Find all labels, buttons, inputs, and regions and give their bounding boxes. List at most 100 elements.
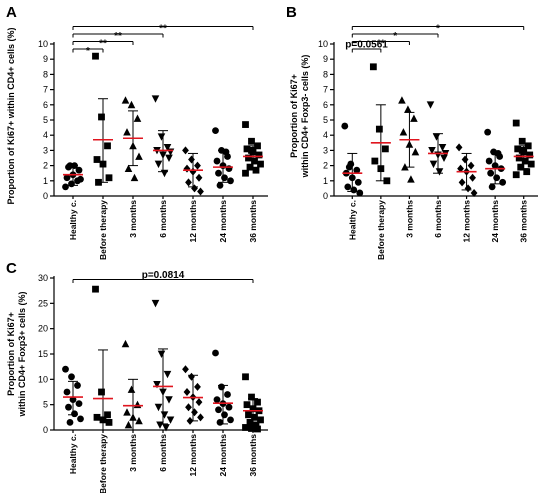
data-point (249, 405, 257, 413)
y-tick-label: 20 (38, 324, 48, 334)
data-point (369, 63, 377, 71)
data-point (381, 145, 389, 153)
data-point (129, 141, 137, 150)
data-point (105, 174, 113, 182)
data-point (153, 381, 161, 389)
x-category-label: Healthy c. (347, 200, 357, 240)
panel-letter: A (6, 4, 17, 21)
group-3 (151, 95, 175, 178)
y-tick-label: 1 (323, 176, 328, 186)
panel-a: A Proportion of Ki67+ within CD4+ cells (… (6, 4, 268, 260)
data-point (524, 142, 532, 150)
data-point (458, 178, 466, 187)
data-point (222, 148, 230, 156)
y-tick-label: 9 (43, 54, 48, 64)
data-point (66, 162, 74, 170)
data-point (154, 160, 163, 169)
y-tick-label: 10 (38, 374, 48, 384)
bracket-label: p=0.0561 (345, 40, 388, 51)
x-category-label: 12 months (462, 200, 472, 243)
y-tick-label: 8 (43, 69, 48, 79)
x-category-label: 3 months (128, 200, 138, 238)
data-point (123, 128, 131, 136)
data-point (218, 383, 225, 391)
data-point (257, 416, 264, 424)
data-point (183, 388, 191, 396)
data-point (242, 169, 249, 177)
data-point (68, 180, 75, 188)
y-tick-label: 1 (43, 176, 48, 186)
data-point (401, 163, 409, 171)
data-point (514, 145, 522, 153)
data-point (512, 119, 520, 127)
data-point (377, 165, 385, 173)
data-point (494, 150, 502, 157)
data-point (527, 160, 535, 168)
x-category-label: 24 months (490, 200, 500, 243)
data-point (77, 415, 84, 423)
data-point (375, 125, 383, 133)
x-category-label: 36 months (248, 434, 258, 477)
data-point (410, 114, 418, 122)
data-point (124, 164, 133, 173)
data-point (248, 425, 255, 432)
data-point (407, 175, 415, 183)
data-point (95, 178, 102, 186)
data-point (252, 421, 260, 429)
data-point (399, 128, 408, 136)
data-point (68, 373, 75, 381)
group-2 (121, 96, 143, 182)
data-point (159, 388, 167, 396)
data-point (194, 382, 201, 391)
data-point (398, 96, 406, 104)
data-point (124, 420, 133, 429)
data-point (227, 416, 234, 424)
data-point (429, 160, 438, 169)
data-point (191, 184, 198, 193)
data-point (426, 101, 435, 109)
data-point (194, 161, 201, 170)
y-tick-label: 7 (323, 85, 328, 95)
significance-bracket: * (351, 31, 439, 42)
y-axis-title-line: within CD4+ Foxp3- cells (%) (300, 55, 310, 179)
data-point (130, 173, 139, 182)
data-point (215, 406, 222, 414)
data-point (242, 424, 249, 431)
data-point (157, 350, 166, 358)
data-point (435, 168, 444, 176)
y-tick-label: 0 (43, 425, 48, 435)
group-3 (151, 299, 175, 432)
y-tick-label: 8 (323, 69, 328, 79)
data-point (75, 400, 83, 408)
data-point (242, 373, 249, 381)
data-point (165, 154, 173, 162)
data-point (66, 419, 74, 426)
group-6 (242, 373, 264, 433)
data-point (127, 100, 136, 109)
x-category-label: Healthy c. (68, 434, 78, 474)
y-tick-label: 4 (43, 130, 48, 140)
data-point (254, 142, 261, 150)
data-point (518, 137, 526, 145)
group-6 (242, 121, 264, 177)
x-category-label: 24 months (218, 434, 228, 477)
data-point (440, 154, 448, 162)
data-point (216, 181, 224, 189)
data-point (405, 140, 414, 148)
x-category-label: 12 months (188, 434, 198, 477)
data-point (213, 157, 221, 165)
data-point (255, 151, 263, 159)
significance-bracket: p=0.0814 (72, 270, 254, 283)
data-point (188, 155, 195, 164)
y-tick-label: 15 (38, 349, 48, 359)
data-point (98, 113, 105, 121)
x-category-label: Before therapy (376, 200, 386, 260)
data-point (189, 167, 197, 176)
bracket-label: * (436, 24, 440, 35)
data-point (455, 143, 463, 152)
data-point (345, 163, 353, 171)
data-point (487, 169, 495, 177)
x-category-label: 12 months (188, 200, 198, 243)
panel-letter: C (6, 260, 17, 277)
group-3 (426, 101, 450, 176)
